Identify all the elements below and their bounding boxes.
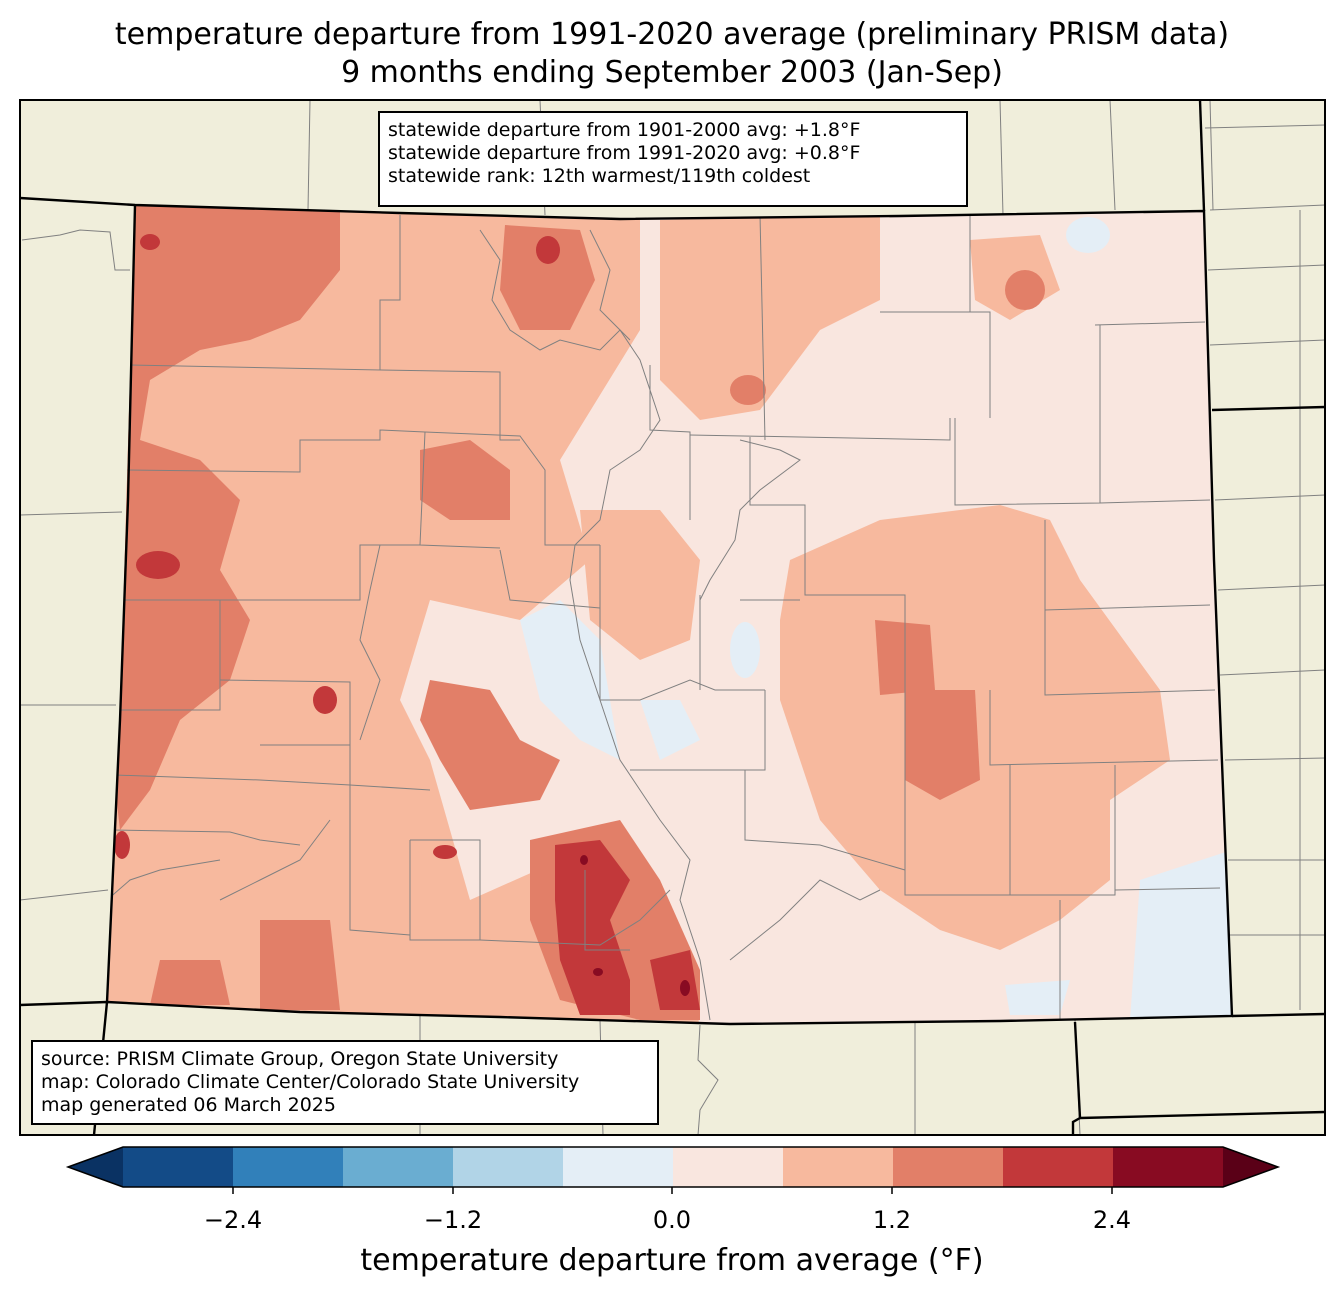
colorbar-segment (673, 1147, 784, 1187)
colorbar-tick-label: 1.2 (872, 1206, 912, 1234)
colorbar-segment (343, 1147, 454, 1187)
map-title-line2: 9 months ending September 2003 (Jan-Sep) (341, 55, 1003, 90)
source-credits-box: source: PRISM Climate Group, Oregon Stat… (31, 1040, 659, 1125)
generated-date-line: map generated 06 March 2025 (41, 1094, 336, 1116)
map-frame (19, 99, 1326, 1136)
colorbar-tick-label: 2.4 (1092, 1206, 1132, 1234)
stats-departure-1991-2020: statewide departure from 1991-2020 avg: … (388, 142, 861, 164)
colorbar-label: temperature departure from average (°F) (360, 1243, 984, 1278)
colorbar-segment (783, 1147, 894, 1187)
colorbar (65, 1146, 1281, 1194)
colorbar-segment (563, 1147, 674, 1187)
stats-departure-1901-2000: statewide departure from 1901-2000 avg: … (388, 119, 861, 141)
colorbar-segment (1113, 1147, 1224, 1187)
map-title-line1: temperature departure from 1991-2020 ave… (114, 17, 1230, 52)
colorbar-segment (123, 1147, 234, 1187)
colorbar-tick-label: −1.2 (423, 1206, 483, 1234)
colorbar-outline (65, 1146, 1281, 1188)
statewide-stats-box: statewide departure from 1901-2000 avg: … (378, 111, 968, 207)
drainage-lines (359, 229, 801, 1021)
colorbar-extend-low (68, 1147, 123, 1187)
colorbar-segment (1003, 1147, 1114, 1187)
colorbar-tick-label: −2.4 (203, 1206, 263, 1234)
colorado-anomaly-field (107, 205, 1232, 1024)
colorbar-segment (893, 1147, 1004, 1187)
colorbar-extend-high (1223, 1147, 1278, 1187)
colorbar-segment (453, 1147, 564, 1187)
stats-rank: statewide rank: 12th warmest/119th colde… (388, 165, 811, 187)
colorado-county-lines (107, 214, 1221, 1020)
source-line: source: PRISM Climate Group, Oregon Stat… (41, 1048, 559, 1070)
map-credit-line: map: Colorado Climate Center/Colorado St… (41, 1071, 580, 1093)
colorbar-tick-label: 0.0 (652, 1206, 692, 1234)
colorbar-segment (233, 1147, 344, 1187)
